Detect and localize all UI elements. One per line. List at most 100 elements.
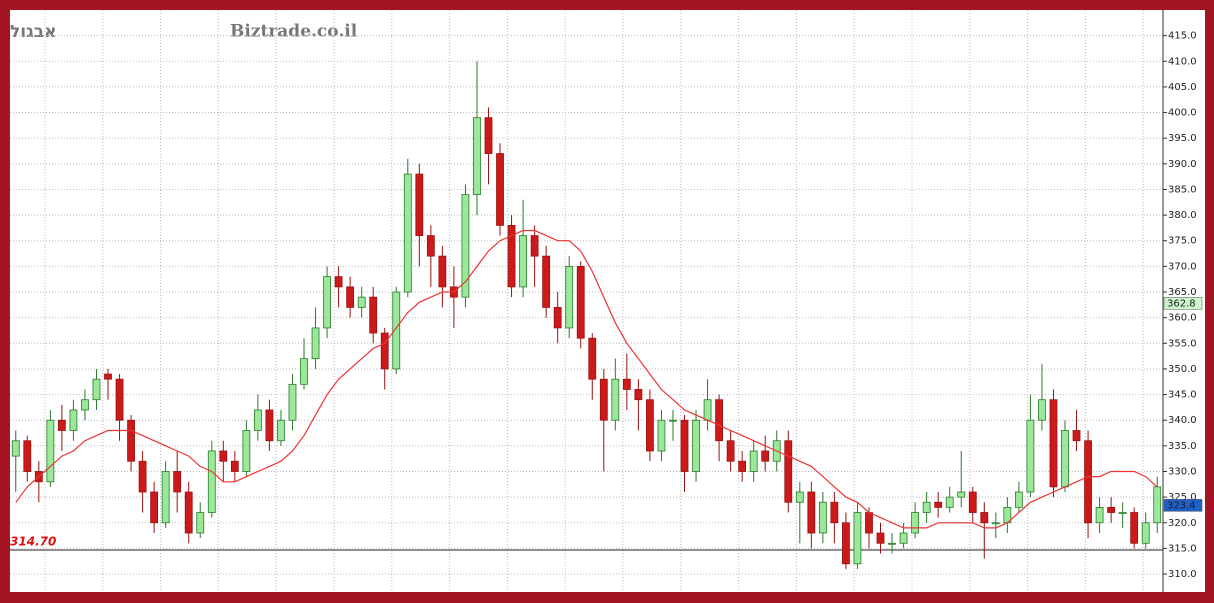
candle-body [634,389,643,401]
candle-body [138,460,147,493]
y-tick-label: 390.0 [1168,159,1197,170]
candle-body [184,491,193,534]
candle-body [807,491,816,534]
candle-body [277,419,285,442]
candle-body [588,337,597,380]
candle-body [300,358,308,385]
y-tick-label: 330.0 [1168,466,1197,477]
candle-body [81,399,89,411]
y-tick-label: 410.0 [1168,56,1197,67]
candle-body [288,383,297,421]
candle-body [1014,491,1023,508]
candle-body [922,501,931,513]
candle-body [496,153,504,226]
candle-body [369,296,378,334]
y-tick-label: 415.0 [1168,31,1197,42]
candle-body [899,532,908,544]
candle-body [553,307,562,329]
chart-subtitle: Biztrade.co.il [230,22,358,42]
candle-body [380,332,389,370]
candle-body [207,450,216,513]
candle-body [392,291,401,370]
candle-body [104,373,112,380]
candle-body [219,450,228,462]
chart-title: אבגול [10,22,56,42]
candle-body [784,440,793,503]
candle-body [669,419,677,422]
candle-body [161,471,170,524]
candle-body [230,460,239,472]
y-tick-label: 315.0 [1168,543,1197,554]
candle-body [334,276,343,288]
candle-body [1026,419,1035,493]
candle-body [646,399,654,452]
candle-body [46,419,55,483]
candle-body [911,512,920,534]
candle-body [426,235,435,257]
price-marker [1163,297,1203,310]
candle-body [115,378,124,421]
candle-body [1141,522,1150,544]
candle-body [403,173,412,293]
candle-body [565,265,574,329]
reference-label: 314.70 [10,534,56,548]
candle-body [622,378,631,390]
candle-body [991,522,1000,525]
candle-body [853,512,862,565]
candle-body [311,327,320,360]
candle-body [542,255,551,308]
candle-body [876,532,885,544]
y-tick-label: 355.0 [1168,338,1197,349]
y-tick-label: 325.0 [1168,492,1197,503]
candle-body [761,450,770,462]
y-tick-label: 375.0 [1168,236,1197,247]
candle-body [1118,512,1127,514]
candle-body [253,409,262,431]
candle-body [150,491,159,524]
y-tick-label: 370.0 [1168,261,1197,272]
y-tick-label: 360.0 [1168,313,1197,324]
y-tick-label: 400.0 [1168,108,1197,119]
candle-body [23,440,32,472]
candle-body [507,224,516,288]
candle-body [703,399,712,421]
candle-body [484,117,493,154]
candle-body [726,440,735,462]
candle-body [945,496,954,508]
candle-body [519,235,527,288]
candle-body [934,501,943,508]
candle-body [818,501,827,534]
candle-body [242,430,251,472]
candle-body [611,378,620,421]
candle-body [980,512,989,524]
candle-body [346,286,355,308]
candle-body [357,296,366,308]
candle-body [1038,399,1046,421]
candle-body [1061,430,1069,488]
y-tick-label: 345.0 [1168,390,1197,401]
candle-body [127,419,135,462]
y-tick-label: 395.0 [1168,133,1197,144]
candle-body [173,471,182,493]
candle-body [415,173,424,237]
candle-body [957,491,966,498]
candle-body [265,409,274,442]
y-tick-label: 320.0 [1168,518,1197,529]
candle-body [69,409,78,431]
candle-body [968,491,977,513]
moving-average [15,229,1158,529]
candle-body [11,440,20,457]
candle-body [749,450,758,472]
candle-body [865,512,873,534]
candle-body [57,419,66,431]
y-tick-label: 310.0 [1168,569,1197,580]
y-tick-label: 385.0 [1168,184,1197,195]
candle-body [680,419,689,472]
price-marker-label: 323.4 [1167,500,1196,511]
candle-body [830,501,839,524]
candle-body [738,460,747,472]
candle-body [92,378,101,401]
candle-body [323,276,331,329]
y-tick-label: 405.0 [1168,82,1197,93]
